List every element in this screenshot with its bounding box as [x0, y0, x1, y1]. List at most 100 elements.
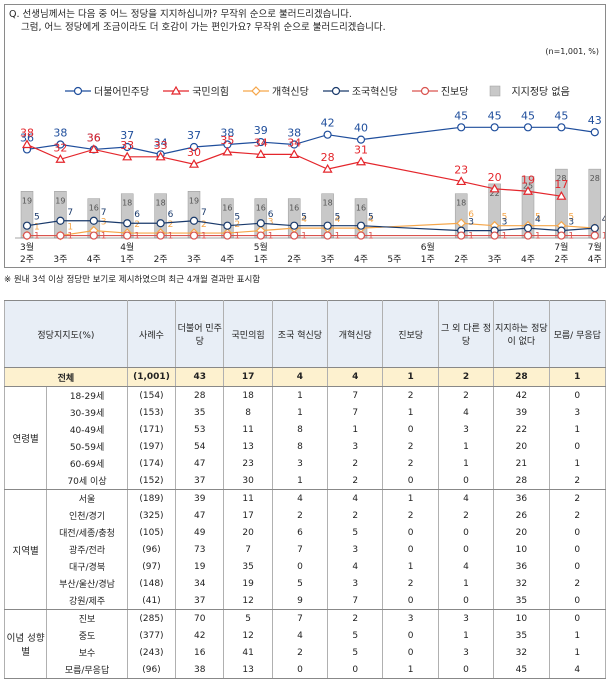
table-cell: 26 — [493, 507, 550, 524]
ppp-data-label: 30 — [187, 146, 201, 159]
table-cell: 0 — [548, 386, 607, 404]
rebuilding-point — [523, 224, 533, 233]
table-cell: 34 — [175, 575, 225, 592]
table-cell: 0 — [437, 541, 495, 558]
sample-size: (154) — [126, 386, 177, 404]
table-cell: 1 — [271, 472, 329, 490]
progressive-data-label: 1 — [535, 232, 541, 242]
reform-data-label: 4 — [602, 215, 605, 225]
reform-data-label: 6 — [468, 210, 474, 220]
rebuilding-point — [590, 224, 599, 233]
progressive-point — [256, 231, 265, 240]
x-tick-week: 2주 — [154, 254, 168, 265]
question-line-2: 그럼, 어느 정당에게 조금이라도 더 호감이 가는 편인가요? 무작위 순으로… — [21, 22, 386, 33]
table-cell: 70 — [175, 609, 225, 627]
rebuilding-data-label: 4 — [535, 215, 541, 225]
none-support-bar-label: 16 — [256, 204, 266, 213]
row-label: 18-29세 — [46, 386, 128, 404]
none-support-bar-label: 19 — [55, 196, 65, 205]
table-row-total: 전체 (1,001) 43 17 4 4 1 2 28 1 — [4, 367, 607, 387]
table-cell: 20 — [493, 438, 550, 455]
rebuilding-point — [189, 216, 199, 225]
progressive-data-label: 1 — [568, 232, 574, 242]
table-header-cell: 더불어 민주당 — [175, 300, 225, 368]
table-cell: 2 — [548, 575, 607, 592]
democratic-point — [290, 140, 299, 149]
table-cell: 3 — [327, 438, 384, 455]
table-cell: 1 — [548, 627, 607, 644]
progressive-point — [457, 231, 466, 240]
ppp-data-label: 34 — [254, 136, 268, 149]
table-cell: 8 — [271, 438, 329, 455]
democratic-data-label: 36 — [87, 131, 101, 144]
table-cell: 47 — [175, 455, 225, 472]
reform-data-label: 1 — [67, 223, 73, 233]
progressive-data-label: 1 — [502, 232, 508, 242]
table-cell: 2 — [382, 386, 439, 404]
rebuilding-data-label: 7 — [101, 208, 107, 218]
sample-size: (377) — [126, 627, 177, 644]
table-cell: 17 — [223, 507, 273, 524]
table-cell: 5 — [327, 644, 384, 661]
progressive-point — [356, 231, 366, 240]
table-cell: 2 — [327, 507, 384, 524]
none-support-bar-label: 16 — [222, 204, 232, 213]
reform-data-label: 3 — [101, 218, 107, 228]
rebuilding-data-label: 5 — [335, 213, 341, 223]
progressive-data-label: 1 — [234, 232, 240, 242]
table-cell: 0 — [271, 558, 329, 575]
ppp-data-label: 33 — [120, 139, 134, 152]
reform-data-label: 4 — [335, 215, 341, 225]
row-label: 대구/경북 — [46, 558, 128, 575]
table-row: 인천/경기 (325) 47 17 2 2 2 2 26 2 — [5, 507, 607, 524]
table-cell: 0 — [271, 661, 329, 679]
total-value: 28 — [493, 367, 550, 387]
table-cell: 32 — [493, 644, 550, 661]
x-tick-month: 6월 — [421, 241, 435, 253]
sample-size: (152) — [126, 472, 177, 490]
table-cell: 1 — [548, 421, 607, 438]
progressive-point — [89, 231, 98, 240]
rebuilding-data-label: 6 — [268, 210, 274, 220]
none-support-bar-label: 18 — [456, 199, 466, 208]
legend-item-ppp: 국민의힘 — [163, 83, 229, 98]
sample-size: (105) — [126, 524, 177, 541]
table-cell: 42 — [493, 386, 550, 404]
table-cell: 2 — [271, 644, 329, 661]
ppp-point — [222, 146, 233, 156]
table-cell: 35 — [175, 404, 225, 421]
progressive-data-label: 1 — [602, 232, 605, 242]
ppp-point — [355, 156, 367, 166]
ppp-point — [289, 149, 300, 158]
table-cell: 0 — [548, 524, 607, 541]
x-tick-week: 4주 — [87, 254, 101, 265]
x-tick-month: 4월 — [120, 241, 134, 253]
table-cell: 2 — [382, 575, 439, 592]
sample-size: (285) — [126, 609, 177, 627]
table-cell: 35 — [493, 627, 550, 644]
table-cell: 0 — [548, 592, 607, 610]
table-cell: 2 — [437, 386, 495, 404]
rebuilding-point — [256, 219, 265, 228]
table-cell: 36 — [493, 489, 550, 507]
table-row: 보수 (243) 16 41 2 5 0 3 32 1 — [5, 644, 607, 661]
row-label: 광주/전라 — [46, 541, 128, 558]
row-label: 50-59세 — [46, 438, 128, 455]
table-row: 부산/울산/경남 (148) 34 19 5 3 2 1 32 2 — [5, 575, 607, 592]
legend-marker-none — [490, 85, 501, 96]
table-cell: 5 — [327, 627, 384, 644]
table-cell: 4 — [437, 489, 495, 507]
table-cell: 0 — [548, 438, 607, 455]
table-cell: 0 — [382, 592, 439, 610]
sample-size: (96) — [126, 661, 177, 679]
democratic-data-label: 42 — [321, 117, 335, 130]
table-cell: 37 — [175, 592, 225, 610]
group-label: 지역별 — [3, 489, 48, 610]
table-cell: 35 — [493, 592, 550, 610]
democratic-data-label: 38 — [220, 127, 234, 140]
table-row: 이념 성향별 진보 (285) 70 5 7 2 3 3 10 0 — [3, 609, 607, 679]
legend: 더불어민주당 국민의힘 개혁신당 조국혁신당 진보당 지지정당 없음 — [65, 83, 570, 98]
total-value: 4 — [271, 367, 329, 387]
sample-size: (148) — [126, 575, 177, 592]
